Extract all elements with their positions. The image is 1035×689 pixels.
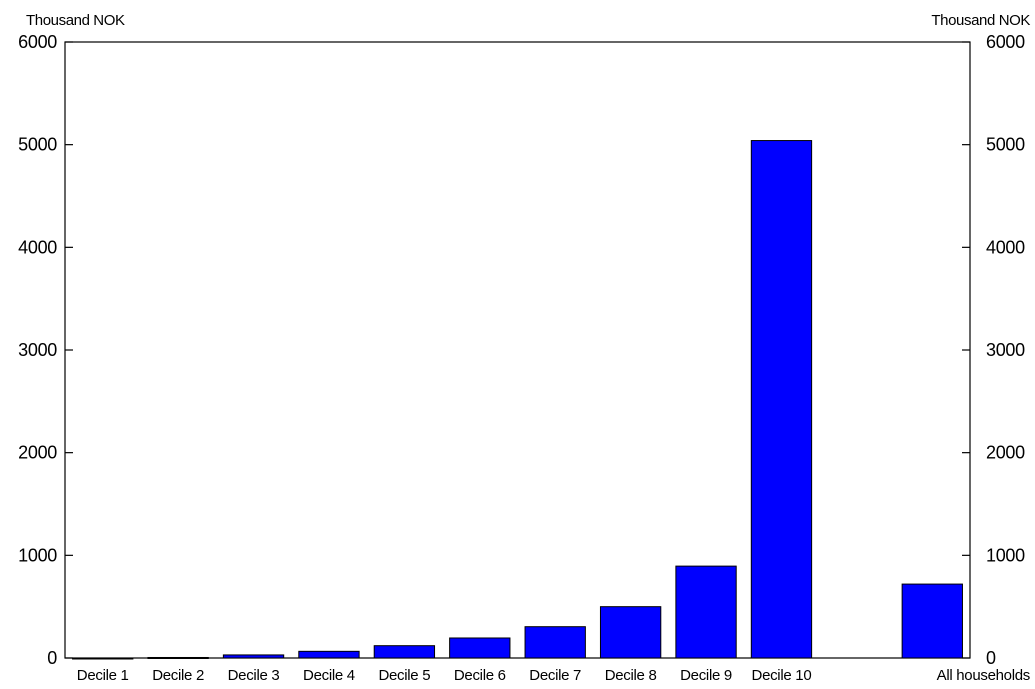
x-category-label: Decile 6 — [454, 667, 506, 684]
left-y-axis: 0 1000 2000 3000 4000 5000 6000 — [18, 32, 73, 668]
y-tick-label-left: 4000 — [18, 237, 57, 257]
y-tick-label-left: 2000 — [18, 443, 57, 463]
bar — [373, 645, 436, 659]
plot-frame — [64, 41, 971, 659]
y-tick-label-right: 2000 — [986, 443, 1025, 463]
y-tick-label-right: 1000 — [986, 545, 1025, 565]
right-y-axis: 0 1000 2000 3000 4000 5000 6000 — [962, 32, 1025, 668]
x-category-label: Decile 3 — [228, 667, 280, 684]
bar — [599, 606, 662, 659]
bar-series — [72, 140, 963, 660]
x-category-label: All households — [937, 667, 1030, 684]
right-axis-unit-label: Thousand NOK — [931, 12, 1030, 29]
x-category-label: Decile 7 — [529, 667, 581, 684]
bar — [675, 565, 737, 659]
bar — [298, 650, 360, 659]
x-category-label: Decile 4 — [303, 667, 355, 684]
bar — [72, 657, 134, 660]
x-category-label: Decile 8 — [605, 667, 657, 684]
bar — [147, 656, 209, 659]
bar — [524, 626, 586, 659]
bar — [222, 654, 285, 659]
x-category-label: Decile 1 — [77, 667, 129, 684]
x-axis-category-labels: Decile 1 Decile 2 Decile 3 Decile 4 Decile 5… — [77, 667, 1030, 684]
y-tick-label-right: 3000 — [986, 340, 1025, 360]
x-category-label: Decile 10 — [752, 667, 812, 684]
y-tick-label-left: 0 — [47, 648, 57, 668]
bar — [901, 583, 963, 659]
y-tick-label-right: 6000 — [986, 32, 1025, 52]
y-tick-label-left: 1000 — [18, 545, 57, 565]
y-tick-label-left: 3000 — [18, 340, 57, 360]
left-axis-unit-label: Thousand NOK — [26, 12, 125, 29]
x-category-label: Decile 9 — [680, 667, 732, 684]
x-category-label: Decile 5 — [378, 667, 430, 684]
bar — [750, 140, 813, 659]
y-tick-label-right: 4000 — [986, 237, 1025, 257]
y-tick-label-left: 5000 — [18, 135, 57, 155]
y-tick-label-right: 5000 — [986, 135, 1025, 155]
y-tick-label-right: 0 — [986, 648, 996, 668]
y-tick-label-left: 6000 — [18, 32, 57, 52]
x-category-label: Decile 2 — [152, 667, 204, 684]
bar — [449, 637, 511, 659]
